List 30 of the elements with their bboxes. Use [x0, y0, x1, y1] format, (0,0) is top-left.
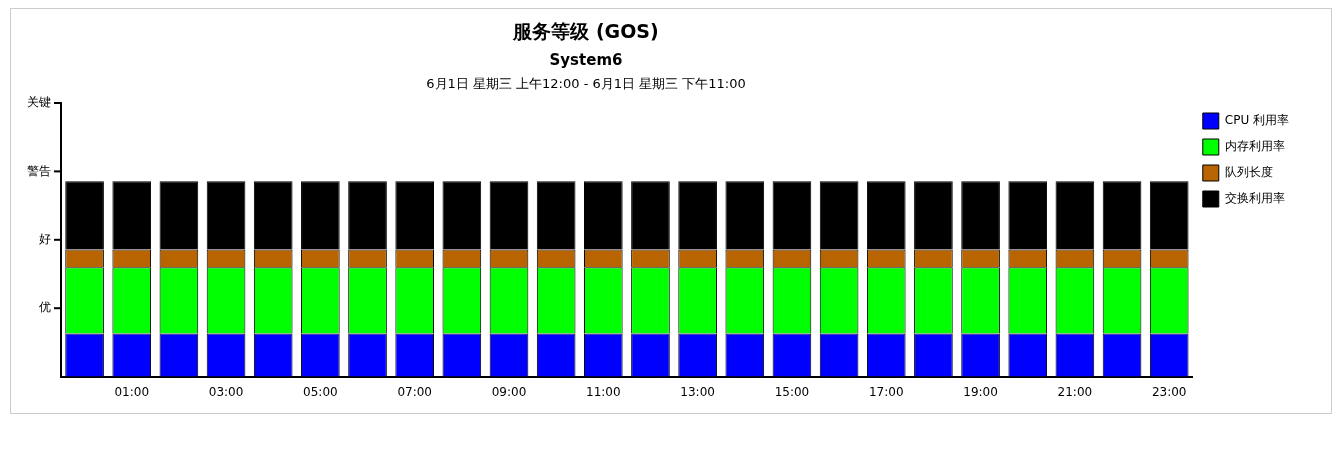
x-tick-label: 15:00	[774, 384, 810, 399]
bar	[348, 181, 387, 250]
text: 优	[39, 300, 51, 315]
text: 好	[39, 231, 51, 246]
text: 6月1日 星期三 上午12:00 - 6月1日 星期三 下午11:00	[425, 75, 747, 93]
bar	[301, 181, 340, 250]
x-tick-label: 07:00	[397, 384, 432, 399]
x-tick-label: 01:00	[114, 384, 150, 399]
x-tick-label: 23:00	[1151, 384, 1187, 399]
bar	[961, 181, 1000, 250]
bar	[914, 181, 953, 250]
x-tick-label: 09:00	[491, 384, 527, 399]
bar	[65, 181, 104, 250]
chart-subtitle: System6	[548, 51, 624, 69]
x-tick-label: 21:00	[1057, 384, 1093, 399]
legend-label: 队列长度	[1224, 165, 1273, 180]
x-tick-label: 13:00	[680, 384, 715, 399]
legend-label: 内存利用率	[1224, 139, 1285, 154]
legend-label: CPU 利用率	[1224, 113, 1290, 128]
chart-title: 服务等级 (GOS)	[512, 19, 660, 44]
x-tick-label: 19:00	[963, 384, 998, 399]
bar	[631, 181, 670, 250]
x-tick-label: 17:00	[868, 384, 904, 399]
text: 警告	[27, 163, 51, 178]
x-tick-label: 11:00	[586, 384, 621, 399]
x-tick-label: 05:00	[303, 384, 338, 399]
legend-label: 交换利用率	[1224, 191, 1285, 206]
text: 关键	[27, 95, 51, 110]
x-tick-label: 03:00	[208, 384, 244, 399]
bar	[678, 181, 717, 250]
